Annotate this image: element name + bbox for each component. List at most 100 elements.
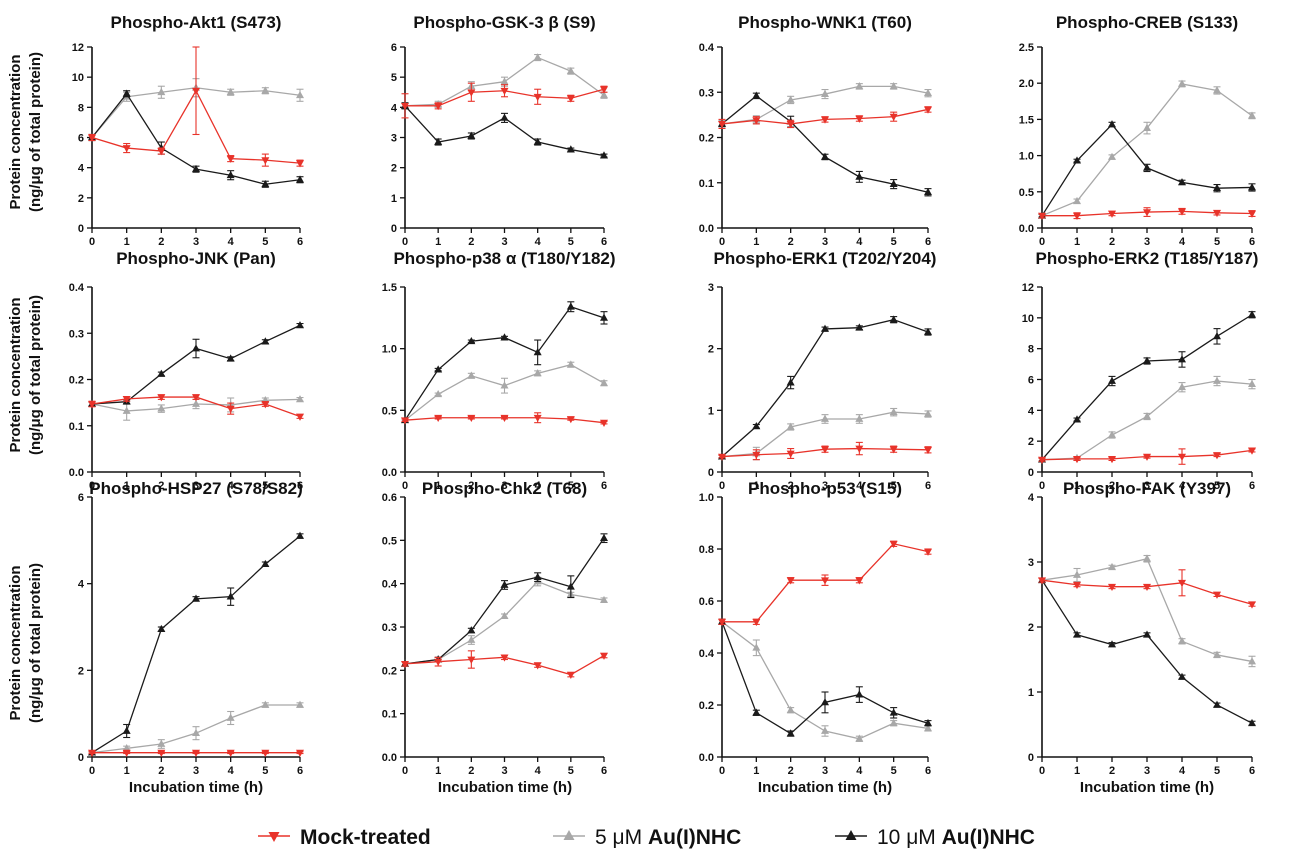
y-tick-label: 0.3 — [69, 328, 84, 340]
y-tick-label: 0 — [78, 752, 84, 764]
data-point — [786, 577, 795, 585]
data-point — [401, 660, 409, 669]
data-point — [1143, 412, 1151, 420]
x-tick-label: 5 — [262, 236, 268, 248]
panel-title: Phospho-JNK (Pan) — [116, 249, 276, 268]
series-mock — [401, 82, 608, 119]
data-point — [1038, 212, 1046, 221]
x-tick-label: 5 — [891, 236, 897, 248]
data-point — [752, 422, 761, 430]
x-tick-label: 1 — [753, 765, 759, 777]
series-mock — [88, 749, 304, 757]
data-point — [192, 394, 200, 402]
series-mock — [88, 394, 304, 421]
y-tick-label: 0.0 — [382, 752, 397, 764]
ylabel-row2-line1: Protein concentration — [7, 297, 24, 452]
data-point — [924, 106, 932, 114]
panel-3: Phospho-WNK1 (T60) 0.0 0.1 0.2 0.3 0.4 0 1 2 3 4 5 6 — [699, 13, 932, 248]
data-point — [500, 611, 509, 620]
data-point — [924, 718, 932, 727]
data-point — [1143, 453, 1151, 461]
x-tick-label: 3 — [1144, 765, 1150, 777]
y-tick-label: 0.1 — [699, 178, 714, 190]
data-point — [157, 394, 166, 402]
panel-title: Phospho-ERK1 (T202/Y204) — [714, 249, 937, 268]
data-point — [226, 170, 235, 179]
data-point — [533, 572, 542, 581]
data-point — [296, 700, 304, 708]
series-mock — [401, 650, 608, 679]
data-point — [434, 414, 443, 423]
y-tick-label: 3 — [708, 282, 714, 294]
data-point — [500, 333, 509, 341]
data-point — [821, 324, 829, 332]
x-tick-label: 6 — [925, 480, 931, 492]
y-tick-label: 0.5 — [382, 535, 397, 547]
data-point — [434, 365, 443, 373]
data-point — [1073, 196, 1081, 205]
data-point — [434, 102, 443, 111]
y-tick-label: 8 — [1028, 344, 1034, 356]
xlabel-col3: Incubation time (h) — [758, 779, 892, 796]
series-line — [1041, 380, 1253, 461]
data-point — [261, 86, 270, 94]
series-au5 — [401, 360, 608, 424]
x-tick-label: 2 — [788, 765, 794, 777]
data-point — [467, 626, 476, 634]
data-point — [261, 559, 270, 568]
data-point — [296, 90, 304, 99]
y-tick-label: 1 — [708, 405, 714, 417]
panel-7: Phospho-ERK1 (T202/Y204) 0 1 2 3 0 1 2 3 4 5 6 — [708, 249, 937, 492]
data-point — [226, 713, 235, 721]
data-point — [821, 726, 829, 734]
data-point — [1073, 415, 1081, 423]
x-tick-label: 4 — [228, 236, 235, 248]
data-point — [600, 90, 608, 99]
y-tick-label: 6 — [78, 133, 84, 145]
data-point — [1073, 581, 1081, 590]
y-tick-label: 0.6 — [699, 596, 714, 608]
ylabel-row1-line1: Protein concentration — [7, 54, 24, 209]
x-tick-label: 6 — [601, 480, 607, 492]
data-point — [296, 160, 304, 168]
x-tick-label: 1 — [124, 236, 130, 248]
data-point — [1248, 657, 1256, 665]
data-point — [1143, 554, 1151, 562]
series-mock — [718, 441, 932, 461]
data-point — [924, 409, 932, 417]
data-point — [1248, 183, 1256, 191]
panel-10: Phospho-Chk2 (T68) 0.0 0.1 0.2 0.3 0.4 0.5 0.6 0… — [382, 479, 608, 777]
data-point — [1038, 456, 1046, 464]
data-point — [226, 592, 235, 600]
y-tick-label: 0 — [78, 223, 84, 235]
series-au5 — [718, 617, 932, 742]
x-tick-label: 3 — [1144, 480, 1150, 492]
y-tick-label: 3 — [1028, 557, 1034, 569]
data-point — [889, 446, 898, 454]
x-tick-label: 2 — [1109, 480, 1115, 492]
data-point — [1108, 430, 1116, 438]
panel-title: Phospho-GSK-3 β (S9) — [413, 13, 595, 32]
y-tick-label: 0.3 — [699, 87, 714, 99]
y-tick-label: 0 — [391, 223, 397, 235]
data-point — [786, 729, 795, 737]
data-point — [566, 671, 575, 679]
data-point — [855, 115, 864, 123]
series-au10 — [401, 301, 608, 424]
data-point — [821, 414, 829, 422]
y-tick-label: 6 — [391, 42, 397, 54]
data-point — [533, 369, 542, 377]
data-point — [1178, 208, 1186, 216]
legend-item-1: Mock-treated — [258, 826, 431, 849]
data-point — [122, 145, 131, 153]
y-tick-label: 2 — [708, 344, 714, 356]
panel-6: Phospho-p38 α (T180/Y182) 0.0 0.5 1.0 1.5 0 1 2… — [382, 249, 616, 492]
series-au5 — [401, 576, 608, 667]
data-point — [600, 595, 608, 604]
x-tick-label: 3 — [193, 236, 199, 248]
data-point — [566, 66, 575, 75]
data-point — [1143, 209, 1151, 217]
panel-title: Phospho-p38 α (T180/Y182) — [393, 249, 615, 268]
